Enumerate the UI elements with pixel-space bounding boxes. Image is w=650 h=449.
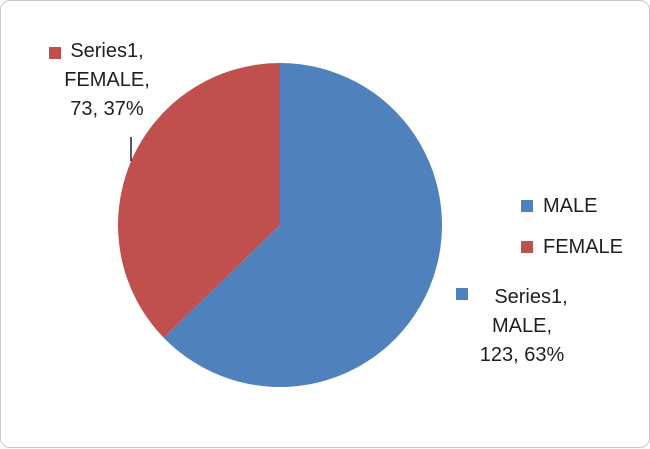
legend: MALE FEMALE bbox=[521, 194, 623, 276]
data-label-female-key bbox=[49, 47, 61, 59]
legend-label-female: FEMALE bbox=[543, 236, 624, 258]
data-label-female-line-1: Series1, bbox=[70, 40, 144, 62]
legend-swatch-female bbox=[521, 241, 533, 253]
pie-slice-male bbox=[163, 63, 443, 387]
data-label-female: Series1, FEMALE, 73, 37% bbox=[49, 37, 165, 124]
legend-swatch-male bbox=[521, 200, 533, 212]
legend-entry-male: MALE bbox=[521, 194, 623, 218]
data-label-male-line-3: 123, 63% bbox=[479, 344, 565, 366]
legend-entry-female: FEMALE bbox=[521, 235, 623, 259]
data-label-female-line-2: FEMALE, bbox=[64, 69, 150, 91]
data-label-female-line-3: 73, 37% bbox=[70, 98, 144, 120]
data-label-male-line-2: MALE, bbox=[491, 315, 553, 337]
pie-slice-female bbox=[118, 63, 280, 338]
data-label-male-key bbox=[456, 288, 468, 300]
data-label-male-line-1: Series1, bbox=[494, 286, 568, 308]
data-label-male: Series1, MALE, 123, 63% bbox=[453, 283, 591, 370]
legend-label-male: MALE bbox=[543, 195, 598, 217]
